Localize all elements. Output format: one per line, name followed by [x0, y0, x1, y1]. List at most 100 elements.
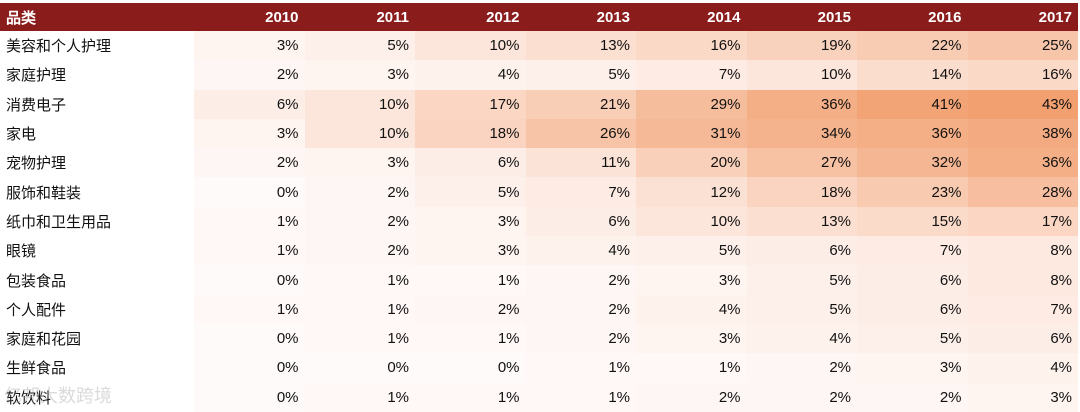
- heat-cell: 1%: [415, 265, 526, 295]
- heat-cell: 6%: [967, 323, 1078, 354]
- heat-cell: 2%: [194, 148, 305, 178]
- column-header: 2017: [967, 3, 1078, 31]
- heat-cell: 3%: [194, 31, 305, 61]
- heat-cell: 4%: [636, 294, 747, 324]
- table-row: 眼镜 1% 2% 3% 4% 5% 6% 7% 8%: [0, 236, 1078, 266]
- heat-cell: 21%: [525, 89, 636, 119]
- heat-cell: 1%: [194, 236, 305, 266]
- heat-cell: 0%: [194, 382, 305, 412]
- heat-cell: 1%: [304, 265, 415, 295]
- column-header: 2014: [636, 3, 747, 31]
- heat-cell: 1%: [304, 382, 415, 412]
- heat-cell: 13%: [525, 31, 636, 61]
- heat-cell: 2%: [304, 177, 415, 207]
- table-row: 宠物护理 2% 3% 6% 11% 20% 27% 32% 36%: [0, 148, 1078, 178]
- row-label: 家电: [0, 118, 194, 149]
- heat-cell: 0%: [194, 265, 305, 295]
- heat-cell: 26%: [525, 118, 636, 149]
- heat-cell: 25%: [967, 31, 1078, 61]
- heat-cell: 6%: [857, 294, 968, 324]
- heat-cell: 3%: [304, 60, 415, 90]
- heat-cell: 28%: [967, 177, 1078, 207]
- heat-cell: 2%: [746, 353, 857, 383]
- heat-cell: 1%: [415, 382, 526, 412]
- heat-cell: 10%: [746, 60, 857, 90]
- heat-cell: 2%: [304, 236, 415, 266]
- heat-cell: 2%: [857, 382, 968, 412]
- table-row: 纸巾和卫生用品 1% 2% 3% 6% 10% 13% 15% 17%: [0, 206, 1078, 237]
- heat-cell: 0%: [415, 353, 526, 383]
- column-header: 2013: [525, 3, 636, 31]
- heat-cell: 5%: [636, 236, 747, 266]
- row-label: 家庭和花园: [0, 323, 194, 354]
- heat-cell: 38%: [967, 118, 1078, 149]
- heat-cell: 2%: [525, 294, 636, 324]
- heat-cell: 3%: [857, 353, 968, 383]
- heat-cell: 10%: [304, 118, 415, 149]
- heat-cell: 2%: [415, 294, 526, 324]
- row-label: 包装食品: [0, 265, 194, 295]
- heat-cell: 1%: [636, 353, 747, 383]
- heat-cell: 3%: [415, 236, 526, 266]
- row-label: 消费电子: [0, 89, 194, 119]
- column-header: 2011: [304, 3, 415, 31]
- row-label: 生鲜食品: [0, 353, 194, 383]
- heat-cell: 31%: [636, 118, 747, 149]
- table-row: 家庭护理 2% 3% 4% 5% 7% 10% 14% 16%: [0, 60, 1078, 90]
- heat-cell: 16%: [967, 60, 1078, 90]
- table-row: 服饰和鞋装 0% 2% 5% 7% 12% 18% 23% 28%: [0, 177, 1078, 207]
- heat-cell: 2%: [304, 206, 415, 237]
- row-label: 宠物护理: [0, 148, 194, 178]
- heat-cell: 18%: [415, 118, 526, 149]
- heat-table: 品类 2010 2011 2012 2013 2014 2015 2016 2017 美容和个人…: [0, 3, 1078, 412]
- row-label: 家庭护理: [0, 60, 194, 90]
- heat-cell: 27%: [746, 148, 857, 178]
- heat-cell: 3%: [194, 118, 305, 149]
- table-row: 包装食品 0% 1% 1% 2% 3% 5% 6% 8%: [0, 265, 1078, 295]
- heat-cell: 36%: [967, 148, 1078, 178]
- heat-cell: 7%: [857, 236, 968, 266]
- heat-cell: 6%: [857, 265, 968, 295]
- heat-cell: 14%: [857, 60, 968, 90]
- heat-cell: 3%: [636, 323, 747, 354]
- heat-cell: 8%: [967, 236, 1078, 266]
- column-header: 2012: [415, 3, 526, 31]
- heat-cell: 5%: [857, 323, 968, 354]
- column-header: 2015: [746, 3, 857, 31]
- heat-cell: 0%: [304, 353, 415, 383]
- heat-cell: 17%: [967, 206, 1078, 237]
- heat-cell: 10%: [415, 31, 526, 61]
- heat-cell: 11%: [525, 148, 636, 178]
- heat-cell: 1%: [194, 294, 305, 324]
- row-label: 软饮料: [0, 382, 194, 412]
- heat-cell: 1%: [525, 353, 636, 383]
- heat-cell: 8%: [967, 265, 1078, 295]
- row-label: 服饰和鞋装: [0, 177, 194, 207]
- heat-cell: 2%: [525, 323, 636, 354]
- heat-cell: 7%: [967, 294, 1078, 324]
- heat-cell: 0%: [194, 323, 305, 354]
- table-row: 个人配件 1% 1% 2% 2% 4% 5% 6% 7%: [0, 294, 1078, 324]
- heat-cell: 22%: [857, 31, 968, 61]
- heat-cell: 10%: [304, 89, 415, 119]
- heat-cell: 1%: [304, 323, 415, 354]
- heat-cell: 7%: [636, 60, 747, 90]
- heat-cell: 4%: [967, 353, 1078, 383]
- heat-cell: 17%: [415, 89, 526, 119]
- heat-cell: 2%: [525, 265, 636, 295]
- table-row: 消费电子 6% 10% 17% 21% 29% 36% 41% 43%: [0, 89, 1078, 119]
- heat-cell: 2%: [636, 382, 747, 412]
- heat-cell: 36%: [746, 89, 857, 119]
- heat-cell: 3%: [415, 206, 526, 237]
- table-row: 生鲜食品 0% 0% 0% 1% 1% 2% 3% 4%: [0, 353, 1078, 383]
- heat-cell: 6%: [194, 89, 305, 119]
- heat-cell: 5%: [746, 294, 857, 324]
- heat-cell: 3%: [967, 382, 1078, 412]
- heat-cell: 2%: [194, 60, 305, 90]
- heat-cell: 6%: [525, 206, 636, 237]
- heat-cell: 5%: [304, 31, 415, 61]
- heat-cell: 23%: [857, 177, 968, 207]
- heat-cell: 18%: [746, 177, 857, 207]
- heat-cell: 6%: [746, 236, 857, 266]
